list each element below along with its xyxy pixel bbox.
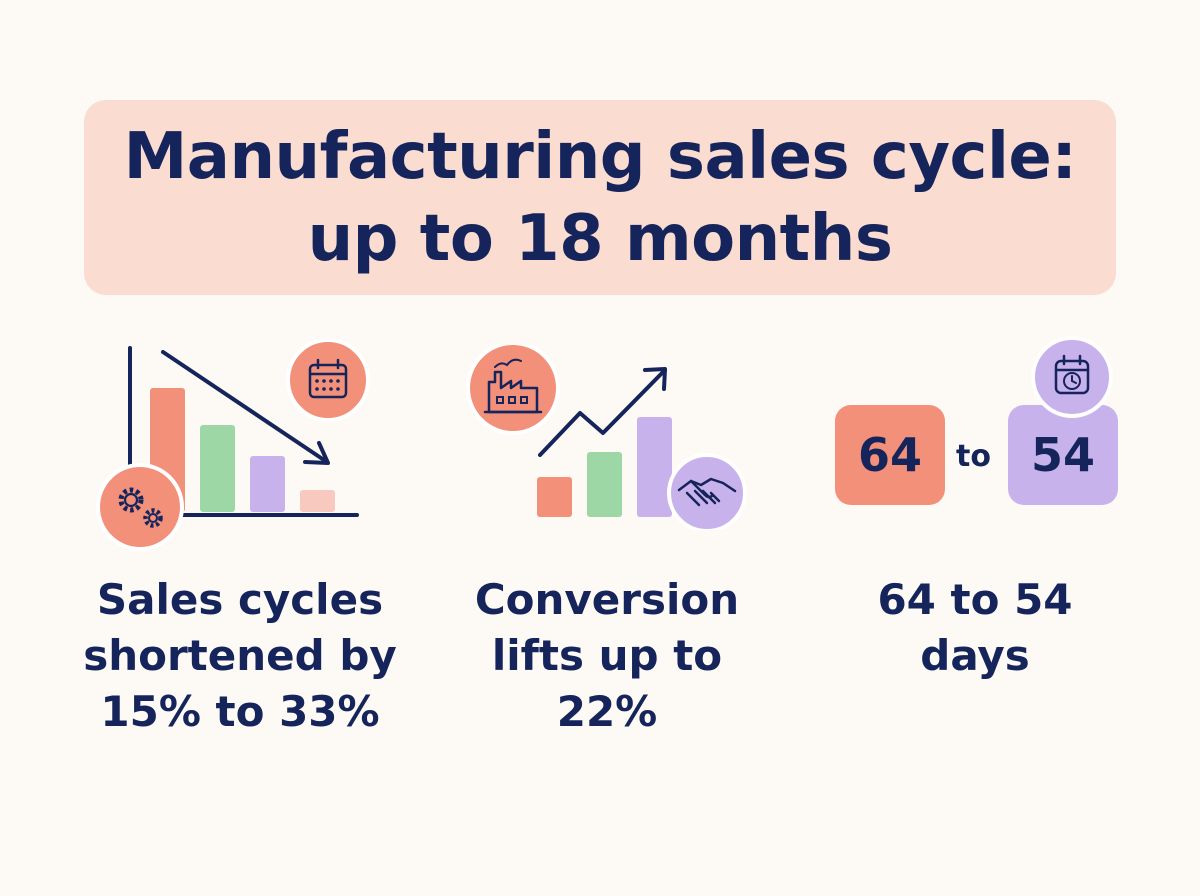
factory-icon <box>466 345 560 435</box>
calendar-icon <box>286 338 370 422</box>
panel-1-caption: Sales cycles shortened by 15% to 33% <box>60 572 420 740</box>
bar-3 <box>250 456 285 512</box>
caption-line: lifts up to <box>491 631 723 680</box>
to-word: to <box>956 439 991 474</box>
trend-down-arrow-icon <box>161 350 330 465</box>
caption-line: 15% to 33% <box>100 687 380 736</box>
bar-2 <box>200 425 235 512</box>
declining-bars-illustration <box>96 338 370 551</box>
title-banner: Manufacturing sales cycle: up to 18 mont… <box>84 100 1116 295</box>
bar-4 <box>300 490 335 512</box>
bar-1 <box>537 477 572 517</box>
title-line-2: up to 18 months <box>307 201 893 276</box>
trend-up-arrow-icon <box>538 367 667 457</box>
panel-3-caption: 64 to 54 days <box>795 572 1155 684</box>
clock-calendar-icon <box>1031 336 1113 418</box>
title-line-1: Manufacturing sales cycle: <box>123 119 1077 194</box>
caption-line: days <box>920 631 1030 680</box>
caption-line: Conversion <box>474 575 740 624</box>
panel-2-caption: Conversion lifts up to 22% <box>427 572 787 740</box>
caption-line: shortened by <box>83 631 397 680</box>
caption-line: 22% <box>556 687 658 736</box>
handshake-icon <box>667 453 747 530</box>
from-days-badge: 64 <box>835 405 945 505</box>
bar-3 <box>637 417 672 517</box>
caption-line: Sales cycles <box>96 575 384 624</box>
days-comparison-illustration: 64 to 54 <box>830 335 1120 515</box>
caption-line: 64 to 54 <box>877 575 1073 624</box>
gears-icon <box>96 463 184 551</box>
to-days-badge: 54 <box>1008 405 1118 505</box>
bar-2 <box>587 452 622 517</box>
rising-bars-illustration <box>466 345 747 530</box>
